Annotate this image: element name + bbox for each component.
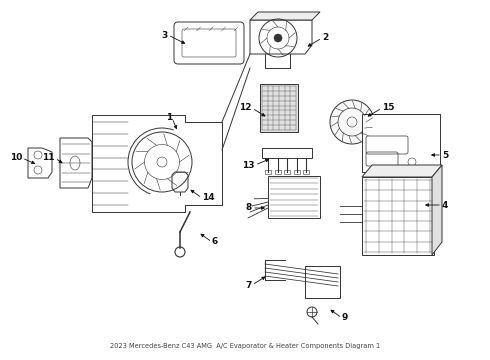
Text: 11: 11 <box>43 153 55 162</box>
Text: 4: 4 <box>442 201 448 210</box>
Text: 2023 Mercedes-Benz C43 AMG  A/C Evaporator & Heater Components Diagram 1: 2023 Mercedes-Benz C43 AMG A/C Evaporato… <box>110 343 380 349</box>
Polygon shape <box>362 165 442 177</box>
Bar <box>274 170 280 174</box>
Polygon shape <box>432 165 442 255</box>
Bar <box>303 170 309 174</box>
Text: 9: 9 <box>342 314 348 323</box>
Bar <box>268 176 320 218</box>
Text: 7: 7 <box>245 280 252 289</box>
Text: 12: 12 <box>240 104 252 112</box>
Text: 10: 10 <box>10 153 22 162</box>
Bar <box>362 114 440 172</box>
Ellipse shape <box>330 100 374 144</box>
Ellipse shape <box>274 34 282 42</box>
Text: 8: 8 <box>246 203 252 212</box>
Text: 6: 6 <box>212 238 218 247</box>
Text: 14: 14 <box>202 194 215 202</box>
Bar <box>362 177 434 255</box>
Bar <box>305 266 340 298</box>
Bar <box>284 170 290 174</box>
Bar <box>265 170 271 174</box>
Text: 5: 5 <box>442 150 448 159</box>
Bar <box>294 170 299 174</box>
Text: 3: 3 <box>162 31 168 40</box>
Text: 13: 13 <box>243 161 255 170</box>
Polygon shape <box>250 12 320 20</box>
Text: 1: 1 <box>166 113 172 122</box>
Bar <box>260 84 298 132</box>
Text: 15: 15 <box>382 104 394 112</box>
Text: 2: 2 <box>322 33 328 42</box>
